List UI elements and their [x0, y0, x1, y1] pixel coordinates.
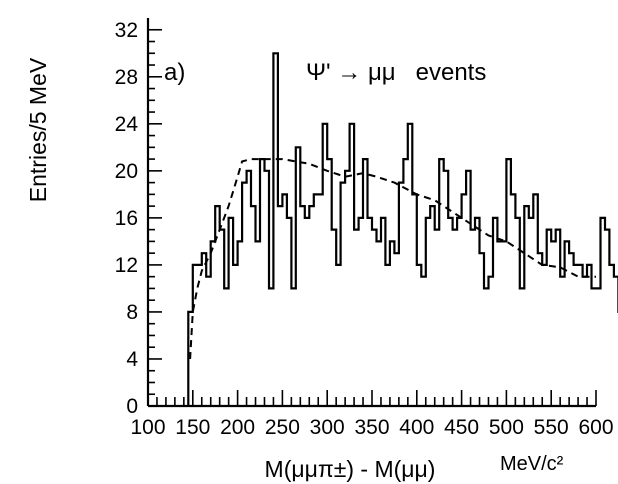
- series-histogram: [187, 52, 618, 406]
- axes: 100 150 200 250 300 350 400 450 500 550 600 0 4 8 12 16…: [115, 18, 614, 439]
- x-tick-label: 450: [444, 416, 479, 439]
- x-tick-label: 250: [265, 416, 300, 439]
- x-axis-unit: MeV/c²: [500, 453, 564, 475]
- x-tick-label: 400: [399, 416, 434, 439]
- x-tick-label: 100: [130, 416, 165, 439]
- plot-area: [187, 52, 618, 406]
- y-tick-label: 28: [115, 66, 138, 89]
- y-tick-label: 24: [115, 113, 139, 136]
- panel-label: a): [164, 59, 185, 86]
- x-tick-label: 150: [175, 416, 210, 439]
- y-tick-label: 0: [126, 395, 138, 418]
- y-tick-label: 12: [115, 254, 138, 277]
- y-axis-title: Entries/5 MeV: [25, 57, 51, 202]
- x-tick-label: 500: [489, 416, 524, 439]
- x-tick-label: 300: [310, 416, 345, 439]
- y-tick-label: 16: [115, 207, 138, 230]
- y-tick-label: 8: [126, 301, 138, 324]
- x-axis-title: M(μμπ±) - M(μμ): [265, 456, 436, 482]
- y-tick-label: 4: [126, 348, 138, 371]
- chart-annotation: Ψ' → μμ events: [306, 59, 486, 86]
- x-tick-label: 550: [534, 416, 569, 439]
- y-tick-label: 32: [115, 19, 138, 42]
- x-tick-label: 600: [578, 416, 613, 439]
- y-tick-label: 20: [115, 160, 138, 183]
- x-tick-label: 200: [220, 416, 255, 439]
- x-tick-label: 350: [354, 416, 389, 439]
